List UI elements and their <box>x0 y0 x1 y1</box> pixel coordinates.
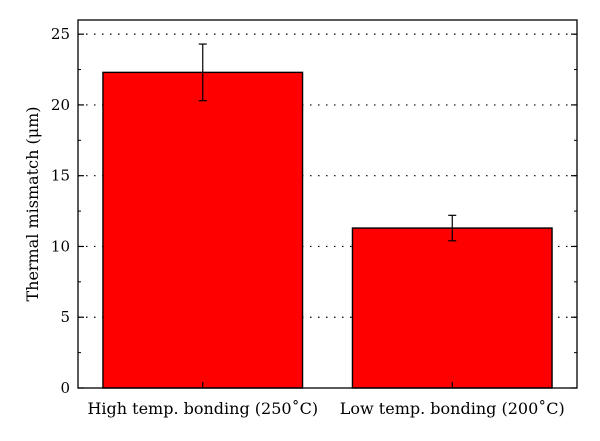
bar-0 <box>102 71 304 389</box>
x-tick-labels: High temp. bonding (250˚C) Low temp. bond… <box>87 399 564 418</box>
y-tick-label: 20 <box>51 96 70 114</box>
x-tick-label: Low temp. bonding (200˚C) <box>340 399 565 418</box>
y-tick-label: 5 <box>60 308 70 326</box>
y-tick-labels: 0 5 10 15 20 25 <box>51 25 70 397</box>
grid-lines <box>78 33 577 318</box>
x-tick-label: High temp. bonding (250˚C) <box>87 399 318 418</box>
bars-group <box>102 71 553 389</box>
plot-frame <box>77 19 578 389</box>
y-tick-label: 15 <box>51 167 70 185</box>
axis-ticks <box>78 33 577 389</box>
y-tick-label: 10 <box>51 237 70 255</box>
y-axis-title: Thermal mismatch (μm) <box>23 106 42 301</box>
y-tick-label: 0 <box>60 379 70 397</box>
error-bars-group <box>198 43 457 242</box>
bar-1 <box>351 227 553 389</box>
y-tick-label: 25 <box>51 25 70 43</box>
